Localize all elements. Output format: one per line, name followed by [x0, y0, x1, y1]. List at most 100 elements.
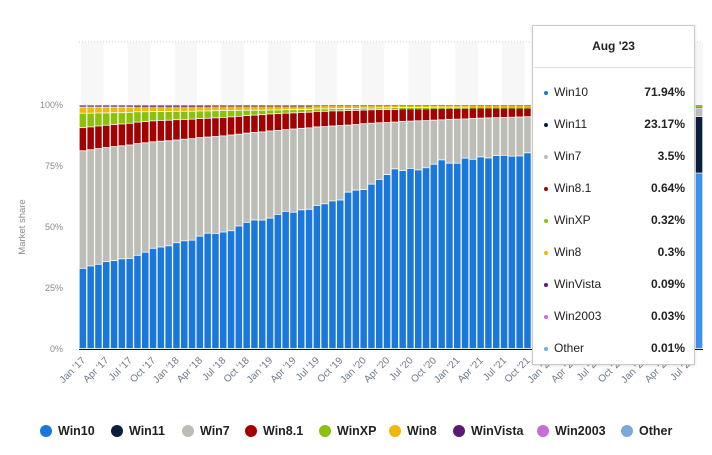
bar-win10-50[interactable]: [469, 159, 477, 349]
bar-win8-26[interactable]: [282, 106, 289, 110]
bar-win10-31[interactable]: [321, 204, 328, 349]
bar-winxp-54[interactable]: [500, 107, 508, 109]
bar-win81-37[interactable]: [368, 110, 375, 123]
bar-win8-32[interactable]: [329, 106, 336, 109]
bar-other-18[interactable]: [220, 105, 227, 106]
bar-win81-12[interactable]: [173, 120, 180, 140]
bar-winxp-5[interactable]: [118, 113, 126, 124]
bar-winxp-15[interactable]: [196, 111, 204, 119]
bar-win10-1[interactable]: [87, 266, 94, 349]
bar-win81-43[interactable]: [415, 109, 422, 121]
bar-other-50[interactable]: [469, 105, 477, 106]
bar-win81-39[interactable]: [383, 110, 391, 123]
bar-win7-35[interactable]: [352, 124, 360, 190]
bar-other-11[interactable]: [165, 105, 172, 106]
bar-win8-7[interactable]: [134, 106, 141, 112]
bar-winxp-34[interactable]: [344, 108, 352, 111]
bar-win81-38[interactable]: [376, 110, 383, 123]
bar-other-54[interactable]: [500, 105, 508, 106]
bar-winxp-46[interactable]: [438, 107, 445, 110]
bar-win10-21[interactable]: [243, 222, 250, 349]
bar-other-2[interactable]: [95, 105, 102, 106]
bar-other-7[interactable]: [134, 105, 141, 106]
bar-win7-44[interactable]: [422, 121, 430, 168]
bar-winxp-18[interactable]: [220, 110, 227, 118]
bar-win10-46[interactable]: [438, 160, 445, 349]
bar-win7-3[interactable]: [103, 148, 110, 262]
legend-item-win11[interactable]: Win11: [111, 424, 165, 438]
bar-other-17[interactable]: [212, 105, 219, 106]
bar-win10-34[interactable]: [344, 192, 352, 349]
bar-win7-22[interactable]: [251, 132, 258, 220]
bar-win7-39[interactable]: [383, 122, 391, 175]
bar-win10-45[interactable]: [430, 164, 438, 349]
bar-win8-52[interactable]: [485, 105, 492, 108]
bar-other-8[interactable]: [142, 105, 149, 106]
bar-win7-20[interactable]: [235, 134, 243, 226]
bar-winvista-11[interactable]: [165, 105, 172, 107]
bar-other-33[interactable]: [337, 105, 344, 106]
bar-win81-22[interactable]: [251, 115, 258, 133]
bar-win7-17[interactable]: [212, 136, 219, 233]
bar-win8-41[interactable]: [399, 105, 406, 108]
bar-win81-5[interactable]: [118, 124, 126, 146]
bar-winvista-16[interactable]: [204, 105, 211, 107]
bar-win8-51[interactable]: [477, 105, 484, 108]
bar-win81-1[interactable]: [87, 127, 94, 150]
bar-win7-26[interactable]: [282, 130, 289, 211]
bar-other-6[interactable]: [126, 105, 133, 106]
bar-winvista-24[interactable]: [266, 105, 274, 107]
bar-winvista-20[interactable]: [235, 105, 243, 107]
bar-win10-0[interactable]: [79, 268, 87, 349]
bar-winxp-29[interactable]: [305, 109, 313, 112]
bar-win7-5[interactable]: [118, 146, 126, 259]
bar-win81-42[interactable]: [407, 109, 414, 121]
bar-winxp-55[interactable]: [508, 107, 516, 109]
legend-item-win10[interactable]: Win10: [40, 424, 95, 438]
bar-winxp-26[interactable]: [282, 110, 289, 113]
bar-win10-4[interactable]: [110, 261, 118, 349]
bar-win7-34[interactable]: [344, 125, 352, 192]
bar-win81-40[interactable]: [391, 109, 399, 122]
bar-win7-15[interactable]: [196, 138, 204, 236]
bar-other-51[interactable]: [477, 105, 484, 106]
bar-winxp-1[interactable]: [87, 113, 94, 127]
bar-win81-47[interactable]: [446, 108, 453, 119]
bar-win7-79[interactable]: [695, 108, 703, 117]
bar-win81-50[interactable]: [469, 108, 477, 118]
bar-win7-32[interactable]: [329, 126, 336, 201]
bar-winxp-32[interactable]: [329, 109, 336, 111]
bar-other-14[interactable]: [188, 105, 196, 106]
bar-win10-42[interactable]: [407, 168, 414, 349]
bar-win8-42[interactable]: [407, 105, 414, 108]
bar-other-9[interactable]: [149, 105, 157, 106]
bar-other-20[interactable]: [235, 105, 243, 106]
bar-win7-18[interactable]: [220, 136, 227, 232]
bar-win11-79[interactable]: [695, 116, 703, 173]
bar-winxp-42[interactable]: [407, 107, 414, 110]
bar-other-16[interactable]: [204, 105, 211, 106]
bar-winvista-29[interactable]: [305, 105, 313, 107]
bar-win10-48[interactable]: [454, 163, 461, 349]
bar-win81-31[interactable]: [321, 111, 328, 127]
bar-winxp-27[interactable]: [290, 110, 297, 113]
bar-other-38[interactable]: [376, 105, 383, 106]
bar-win7-13[interactable]: [181, 139, 188, 241]
bar-win8-24[interactable]: [266, 106, 274, 110]
bar-winxp-53[interactable]: [493, 107, 500, 109]
bar-win7-41[interactable]: [399, 121, 406, 171]
bar-winxp-10[interactable]: [157, 111, 165, 121]
bar-win8-0[interactable]: [79, 107, 87, 113]
bar-winvista-9[interactable]: [149, 105, 157, 107]
bar-win10-6[interactable]: [126, 258, 133, 349]
bar-winvista-4[interactable]: [110, 105, 118, 107]
bar-other-46[interactable]: [438, 105, 445, 106]
bar-win81-49[interactable]: [461, 108, 469, 119]
bar-win7-1[interactable]: [87, 150, 94, 266]
bar-other-52[interactable]: [485, 105, 492, 106]
bar-win81-15[interactable]: [196, 118, 204, 138]
bar-win8-29[interactable]: [305, 106, 313, 110]
bar-winvista-23[interactable]: [259, 105, 266, 107]
bar-win10-13[interactable]: [181, 241, 188, 349]
bar-win81-51[interactable]: [477, 108, 484, 118]
